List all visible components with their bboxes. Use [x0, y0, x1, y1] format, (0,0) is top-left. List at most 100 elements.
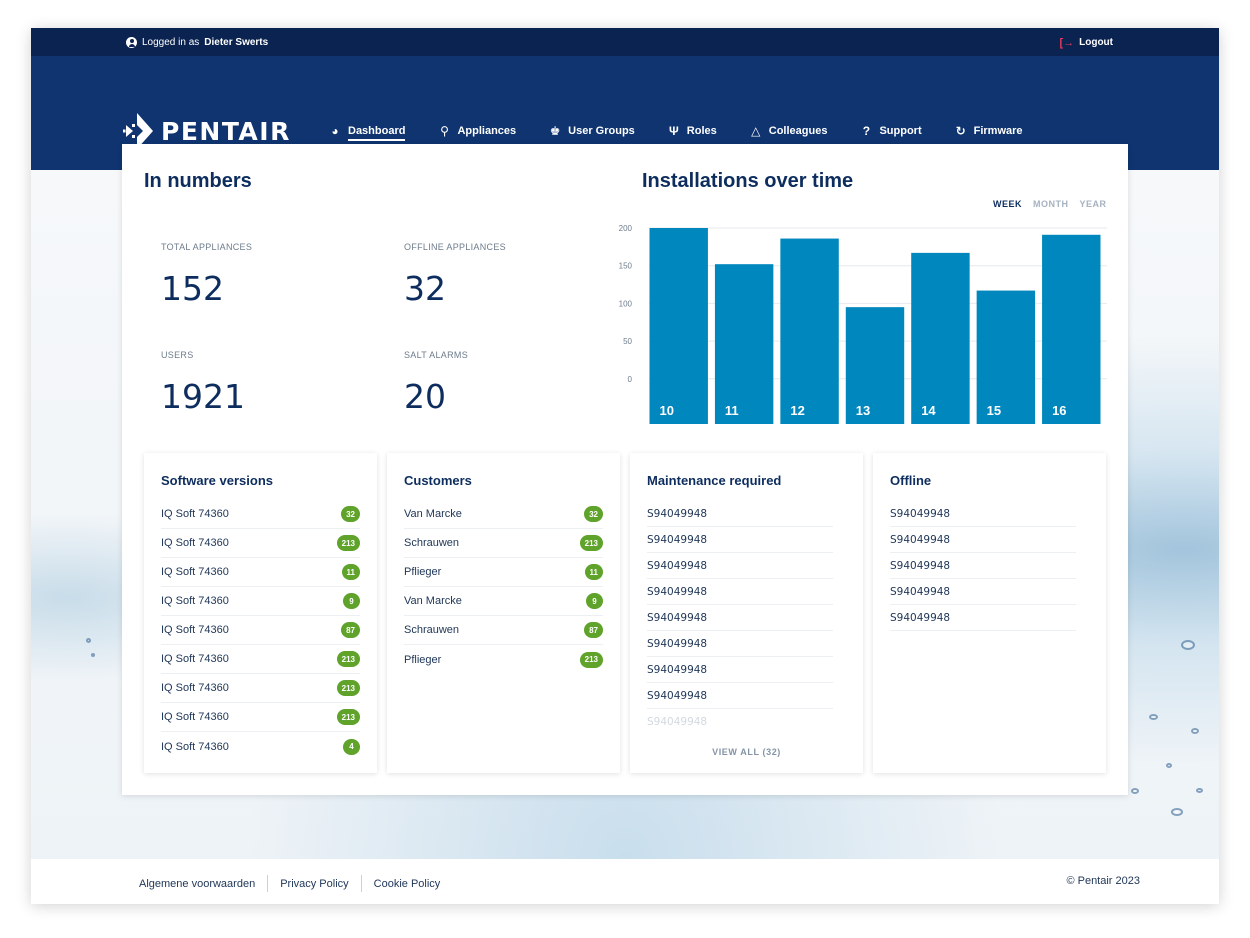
x-category-label: 11 [725, 403, 739, 418]
offline-serial-row[interactable]: S94049948 [890, 501, 1076, 527]
nav-label: Support [879, 125, 922, 137]
x-category-label: 13 [856, 403, 870, 418]
panel-title: Offline [890, 473, 932, 488]
logout-icon: [→ [1059, 36, 1075, 49]
customer-row[interactable]: Van Marcke 32 [404, 500, 603, 529]
count-badge: 9 [343, 593, 360, 609]
water-bubble [1181, 640, 1195, 650]
nav-roles[interactable]: Ψ Roles [667, 122, 717, 140]
row-name: IQ Soft 74360 [161, 566, 229, 578]
software-versions-panel: Software versions IQ Soft 74360 32 IQ Soft… [144, 453, 377, 773]
pentair-logo[interactable]: PENTAIR [123, 111, 291, 151]
nav-label: Firmware [973, 125, 1023, 137]
cookie-policy-link[interactable]: Cookie Policy [373, 877, 441, 890]
footer-divider [360, 875, 362, 892]
maintenance-serial-row[interactable]: S94049948 [647, 527, 833, 553]
row-name: IQ Soft 74360 [161, 624, 229, 636]
terms-link[interactable]: Algemene voorwaarden [139, 877, 256, 890]
stat-value: 152 [161, 269, 224, 308]
software-version-row[interactable]: IQ Soft 74360 213 [161, 645, 360, 674]
y-tick-label: 100 [619, 299, 633, 308]
row-name: IQ Soft 74360 [161, 595, 229, 607]
count-badge: 11 [341, 564, 360, 580]
help-icon: ? [862, 124, 871, 138]
water-bubble [1191, 728, 1199, 734]
user-group-icon: ♚ [549, 124, 561, 138]
water-bubble [1166, 763, 1172, 768]
water-bubble [1131, 788, 1139, 794]
installations-bar-chart: 0 50 100 150 200 10 11 12 13 14 15 16 [619, 224, 1107, 424]
maintenance-serial-row[interactable]: S94049948 [647, 579, 833, 605]
customer-row[interactable]: Schrauwen 213 [404, 529, 603, 558]
panel-title: Software versions [161, 473, 273, 488]
nav-appliances[interactable]: ⚲ Appliances [437, 122, 516, 140]
main-nav: ◕ Dashboard ⚲ Appliances ♚ User Groups Ψ… [328, 122, 1055, 141]
row-name: Van Marcke [404, 508, 462, 520]
water-bubble [1196, 788, 1203, 793]
software-version-row[interactable]: IQ Soft 74360 4 [161, 732, 360, 761]
count-badge: 32 [341, 506, 360, 522]
nav-user-groups[interactable]: ♚ User Groups [548, 122, 635, 140]
row-name: IQ Soft 74360 [161, 711, 229, 723]
software-version-row[interactable]: IQ Soft 74360 11 [161, 558, 360, 587]
maintenance-serial-row[interactable]: S94049948 [647, 683, 833, 709]
offline-serial-row[interactable]: S94049948 [890, 553, 1076, 579]
nav-label: Roles [686, 125, 717, 137]
water-bubble [1149, 714, 1158, 720]
offline-list: S94049948 S94049948 S94049948 S94049948 S940… [890, 501, 1076, 631]
stat-total-appliances: TOTAL APPLIANCES 152 [161, 242, 252, 308]
x-category-label: 16 [1052, 403, 1066, 418]
view-all-link[interactable]: VIEW ALL (32) [712, 747, 781, 757]
period-week[interactable]: WEEK [993, 199, 1022, 209]
customer-row[interactable]: Pflieger 11 [404, 558, 603, 587]
footer: Algemene voorwaarden Privacy Policy Cook… [31, 859, 1219, 904]
y-tick-label: 150 [619, 262, 633, 271]
period-month[interactable]: MONTH [1033, 199, 1069, 209]
row-name: Pflieger [404, 566, 442, 578]
offline-serial-row[interactable]: S94049948 [890, 579, 1076, 605]
count-badge: 11 [584, 564, 603, 580]
software-version-row[interactable]: IQ Soft 74360 213 [161, 703, 360, 732]
stat-label: OFFLINE APPLIANCES [404, 242, 506, 252]
bar-13 [845, 307, 905, 424]
colleagues-icon: △ [751, 124, 761, 138]
software-versions-list: IQ Soft 74360 32 IQ Soft 74360 213 IQ Soft 7… [161, 500, 360, 761]
software-version-row[interactable]: IQ Soft 74360 213 [161, 529, 360, 558]
row-name: Pflieger [404, 653, 442, 666]
row-name: Schrauwen [404, 624, 460, 636]
nav-dashboard[interactable]: ◕ Dashboard [328, 122, 406, 141]
offline-serial-row[interactable]: S94049948 [890, 527, 1076, 553]
offline-panel: Offline S94049948 S94049948 S94049948 S9404… [873, 453, 1106, 773]
maintenance-serial-row[interactable]: S94049948 [647, 716, 708, 728]
software-version-row[interactable]: IQ Soft 74360 32 [161, 500, 360, 529]
software-version-row[interactable]: IQ Soft 74360 213 [161, 674, 360, 703]
maintenance-serial-row[interactable]: S94049948 [647, 605, 833, 631]
offline-serial-row[interactable]: S94049948 [890, 605, 1076, 631]
top-bar: Logged in as Dieter Swerts [→ Logout [31, 28, 1219, 56]
stat-users: USERS 1921 [161, 350, 245, 416]
maintenance-serial-row[interactable]: S94049948 [647, 657, 833, 683]
period-year[interactable]: YEAR [1079, 199, 1107, 209]
count-badge: 213 [579, 651, 603, 668]
software-version-row[interactable]: IQ Soft 74360 87 [161, 616, 360, 645]
count-badge: 87 [584, 622, 603, 638]
logged-in-status: Logged in as Dieter Swerts [126, 37, 268, 48]
customers-list: Van Marcke 32 Schrauwen 213 Pflieger 11 Van Ma… [404, 500, 603, 674]
bar-12 [780, 238, 839, 424]
stat-salt-alarms: SALT ALARMS 20 [404, 350, 468, 416]
nav-firmware[interactable]: ↻ Firmware [954, 122, 1023, 140]
count-badge: 9 [586, 593, 603, 609]
customer-row[interactable]: Pflieger 213 [404, 645, 603, 674]
maintenance-serial-row[interactable]: S94049948 [647, 631, 833, 657]
maintenance-serial-row[interactable]: S94049948 [647, 501, 833, 527]
customer-row[interactable]: Van Marcke 9 [404, 587, 603, 616]
nav-colleagues[interactable]: △ Colleagues [749, 122, 827, 140]
nav-label: User Groups [568, 125, 635, 137]
nav-support[interactable]: ? Support [859, 122, 922, 140]
logout-button[interactable]: [→ Logout [1059, 37, 1113, 48]
maintenance-serial-row[interactable]: S94049948 [647, 553, 833, 579]
software-version-row[interactable]: IQ Soft 74360 9 [161, 587, 360, 616]
customer-row[interactable]: Schrauwen 87 [404, 616, 603, 645]
privacy-policy-link[interactable]: Privacy Policy [280, 877, 349, 890]
count-badge: 4 [343, 738, 360, 755]
